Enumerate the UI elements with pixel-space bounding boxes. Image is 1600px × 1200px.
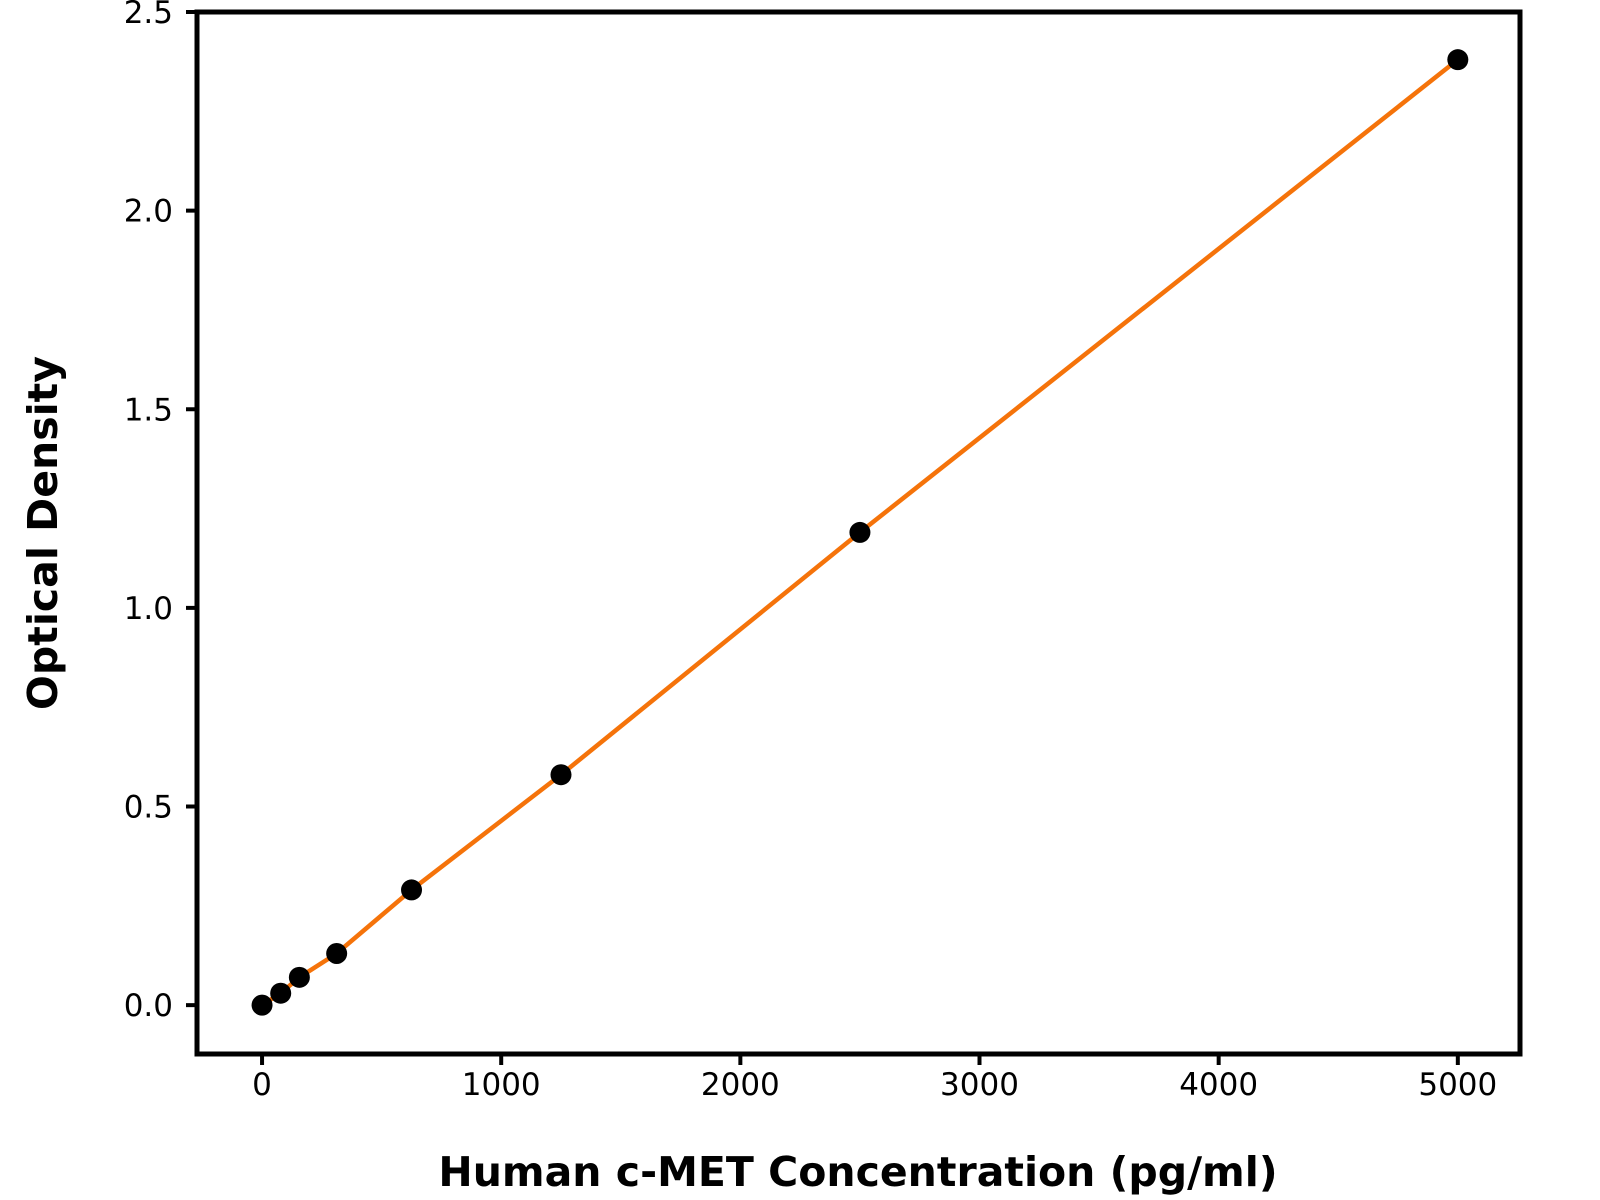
x-tick-label: 3000	[940, 1067, 1019, 1103]
y-tick-label: 1.5	[124, 392, 173, 428]
x-axis-ticks: 0 1000 2000 3000 4000 5000	[252, 1054, 1497, 1103]
y-tick-label: 2.0	[124, 194, 173, 230]
data-point	[288, 966, 310, 988]
y-tick-label: 1.0	[124, 591, 173, 627]
data-point	[270, 982, 292, 1004]
plot-frame	[194, 9, 1523, 1057]
x-tick-label: 4000	[1179, 1067, 1258, 1103]
y-tick-label: 0.5	[124, 790, 173, 826]
data-point	[849, 521, 871, 543]
y-axis-label: Optical Density	[19, 356, 67, 710]
x-tick-label: 2000	[701, 1067, 780, 1103]
data-series	[251, 49, 1469, 1016]
x-tick-label: 1000	[462, 1067, 541, 1103]
y-tick-label: 0.0	[124, 988, 173, 1024]
x-axis-label: Human c-MET Concentration (pg/ml)	[438, 1148, 1277, 1196]
data-point	[1447, 49, 1469, 71]
y-axis-ticks: 0.0 0.5 1.0 1.5 2.0 2.5	[124, 0, 197, 1024]
y-tick-label: 2.5	[124, 0, 173, 31]
data-point	[401, 879, 423, 901]
data-point	[251, 994, 273, 1016]
data-point	[326, 942, 348, 964]
data-point	[550, 764, 572, 786]
x-tick-label: 0	[252, 1067, 272, 1103]
x-tick-label: 5000	[1418, 1067, 1497, 1103]
